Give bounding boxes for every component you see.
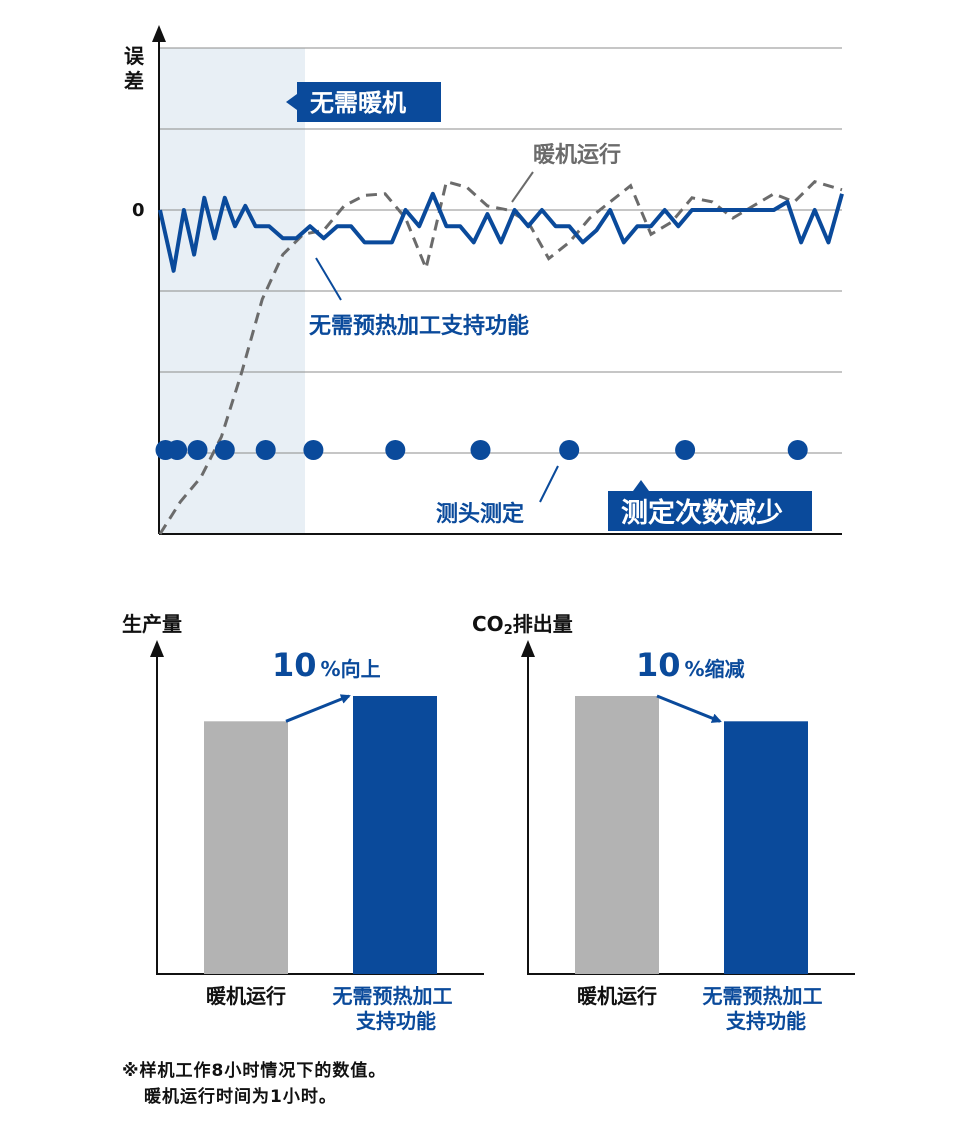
production-change-unit: %向上 [321,657,381,681]
no-preheat-series-line [158,191,844,273]
co2-axis-title-main: CO [472,612,504,636]
probe-dots [155,440,808,460]
probe-dot [167,440,188,460]
co2-change-label: 10 %缩减 [636,646,745,684]
co2-category-no-preheat: 无需预热加工 支持功能 [703,984,830,1033]
probe-dot [255,440,276,460]
production-category-no-preheat-line2: 支持功能 [356,1009,436,1033]
co2-y-axis-arrow [521,640,535,657]
probe-dot [385,440,406,460]
probe-dot [303,440,324,460]
probe-dot [470,440,491,460]
no-preheat-callout-text: 无需预热加工支持功能 [309,313,529,339]
co2-bar-warmup [575,696,659,974]
no-warmup-text: 无需暖机 [310,89,406,117]
co2-bar-no-preheat [724,721,808,974]
production-category-warmup: 暖机运行 [206,984,286,1008]
zero-tick-label: 0 [132,200,145,221]
fewer-measure-callout: 测定次数减少 [608,480,812,531]
production-category-no-preheat: 无需预热加工 支持功能 [333,984,460,1033]
probe-dot [187,440,208,460]
production-axis-title: 生产量 [122,612,182,636]
no-warmup-pointer [286,94,297,110]
co2-axis-title: CO2排出量 [472,612,573,638]
no-warmup-callout: 无需暖机 [286,82,441,122]
warmup-callout-text: 暖机运行 [533,142,621,168]
production-y-axis-arrow [150,640,164,657]
fewer-measure-text: 测定次数减少 [621,497,783,529]
fewer-measure-pointer [633,480,649,491]
fewer-measure-box [608,491,812,531]
production-change-label: 10 %向上 [272,646,381,684]
probe-leader-line [539,465,559,503]
co2-axis-title-rest: 排出量 [513,612,573,636]
co2-reduction-arrow [656,694,722,723]
y-axis-label-char-1: 误 [124,44,145,68]
co2-category-no-preheat-line1: 无需预热加工 [703,984,823,1008]
production-bar-no-preheat [353,696,437,974]
warmup-leader-line [511,171,534,203]
probe-callout-text: 测头测定 [436,501,524,527]
co2-change-unit: %缩减 [685,657,745,681]
co2-bar-chart: CO2排出量 10 %缩减 暖机运行 无需预热加工 支持功能 [472,612,855,1033]
production-increase-arrow [285,694,351,723]
co2-category-no-preheat-line2: 支持功能 [726,1009,806,1033]
no-preheat-leader-line [315,257,342,301]
y-axis-arrow [152,25,166,42]
line-chart: 误 差 0 无需暖机 暖机运行 无需预热加工支持功能 测头测定 测定次数减少 [124,25,844,535]
production-bar-warmup [204,721,288,974]
production-category-no-preheat-line1: 无需预热加工 [333,984,453,1008]
footnote-line-2: 暖机运行时间为1小时。 [144,1087,337,1107]
probe-dot [675,440,696,460]
no-warmup-box [297,82,441,122]
production-bar-chart: 生产量 10 %向上 暖机运行 无需预热加工 支持功能 [122,612,484,1033]
footnote-line-1: ※样机工作8小时情况下的数值。 [122,1061,387,1081]
probe-dot [559,440,580,460]
probe-dot [214,440,235,460]
co2-axis-title-sub: 2 [504,623,513,638]
co2-category-warmup: 暖机运行 [577,984,657,1008]
y-axis-label-char-2: 差 [124,69,144,93]
probe-dot [787,440,808,460]
production-change-number: 10 [272,646,317,684]
co2-change-number: 10 [636,646,681,684]
